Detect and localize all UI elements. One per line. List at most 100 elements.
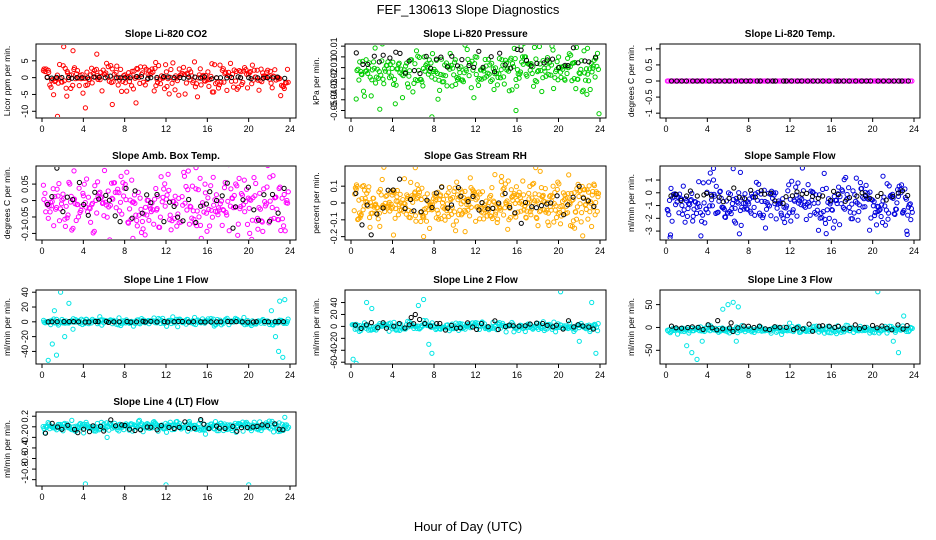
data-point xyxy=(468,204,474,210)
data-point xyxy=(507,204,513,210)
data-point xyxy=(529,181,536,187)
x-tick-label: 20 xyxy=(244,246,254,256)
data-point xyxy=(595,321,601,327)
data-point xyxy=(510,323,516,329)
data-point xyxy=(497,50,503,56)
data-point xyxy=(115,82,121,88)
data-point xyxy=(841,326,847,332)
data-point xyxy=(824,207,830,213)
y-tick-label: 0 xyxy=(329,324,339,329)
data-point xyxy=(583,206,589,212)
data-point xyxy=(520,61,526,67)
data-point xyxy=(457,70,463,76)
data-point xyxy=(733,220,739,226)
data-point xyxy=(246,205,252,211)
data-point xyxy=(156,63,162,69)
data-point xyxy=(846,78,852,84)
data-point xyxy=(820,78,826,84)
data-point xyxy=(238,425,245,431)
data-point xyxy=(838,201,844,207)
data-point xyxy=(449,53,455,59)
data-point xyxy=(214,197,220,204)
data-point xyxy=(523,215,529,221)
data-point xyxy=(450,222,456,228)
data-point xyxy=(380,76,386,82)
data-point xyxy=(828,78,834,84)
data-point xyxy=(410,39,414,43)
points-layer xyxy=(40,167,291,239)
data-point xyxy=(515,209,521,215)
data-point xyxy=(527,209,533,215)
data-point xyxy=(211,89,217,95)
data-point xyxy=(104,214,110,220)
data-point xyxy=(565,191,571,197)
data-point xyxy=(153,185,159,192)
data-point xyxy=(786,78,792,84)
data-point xyxy=(224,212,230,218)
x-tick-label: 24 xyxy=(595,246,605,256)
data-point xyxy=(595,190,602,197)
data-point xyxy=(356,77,362,83)
data-point xyxy=(45,67,51,73)
data-point xyxy=(276,348,282,354)
x-tick-label: 24 xyxy=(595,370,605,380)
data-point xyxy=(909,325,915,331)
data-point xyxy=(358,68,364,75)
data-point xyxy=(165,171,171,177)
y-tick-label: -0.04 xyxy=(329,90,339,111)
data-point xyxy=(363,322,369,328)
data-point xyxy=(96,74,102,80)
data-point xyxy=(810,328,816,334)
data-point xyxy=(459,57,465,63)
data-point xyxy=(823,185,829,191)
data-point xyxy=(489,185,495,191)
data-point xyxy=(571,324,577,330)
data-point xyxy=(516,323,522,329)
data-point xyxy=(176,424,182,430)
data-point xyxy=(807,212,813,218)
data-point xyxy=(570,45,577,51)
data-point xyxy=(717,188,723,194)
chart-panel: Slope Li-820 Temp. degrees C per min. 0 4 8 1… xyxy=(626,29,921,134)
x-tick-label: 20 xyxy=(553,124,563,134)
data-point xyxy=(772,198,778,204)
x-tick-label: 20 xyxy=(868,370,878,380)
data-point xyxy=(760,212,767,218)
data-point xyxy=(397,50,403,57)
data-point xyxy=(822,220,829,226)
data-point xyxy=(390,232,397,238)
data-point xyxy=(85,194,92,200)
data-point xyxy=(133,100,139,106)
data-point xyxy=(181,173,188,179)
data-point xyxy=(842,206,848,212)
data-point xyxy=(180,64,187,70)
x-tick-label: 12 xyxy=(161,124,171,134)
data-point xyxy=(494,219,500,226)
data-point xyxy=(230,423,236,429)
data-point xyxy=(668,323,675,329)
data-point xyxy=(183,80,189,86)
data-point xyxy=(526,196,532,202)
data-point xyxy=(147,206,154,212)
data-point xyxy=(586,78,592,84)
data-point xyxy=(166,187,172,193)
data-point xyxy=(440,196,447,203)
chart-panel: Slope Li-820 CO2 Licor ppm per min. 0 4 8 12 1… xyxy=(2,29,297,134)
data-point xyxy=(270,75,276,81)
data-point xyxy=(422,68,428,74)
data-point xyxy=(198,82,204,88)
data-point xyxy=(221,79,227,85)
data-point xyxy=(381,167,387,170)
points-layer xyxy=(40,45,291,117)
data-point xyxy=(810,193,816,199)
data-point xyxy=(382,68,388,74)
data-point xyxy=(592,74,598,80)
y-tick-label: -0.1 xyxy=(329,212,339,228)
data-point xyxy=(55,424,61,430)
data-point xyxy=(434,207,440,213)
data-point xyxy=(800,326,806,332)
data-point xyxy=(889,78,895,84)
data-point xyxy=(732,78,739,84)
data-point xyxy=(186,74,192,80)
data-point xyxy=(704,190,710,196)
